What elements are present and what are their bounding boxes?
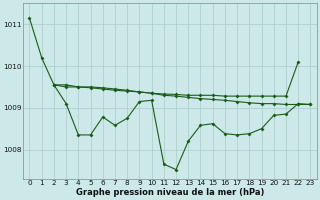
- X-axis label: Graphe pression niveau de la mer (hPa): Graphe pression niveau de la mer (hPa): [76, 188, 264, 197]
